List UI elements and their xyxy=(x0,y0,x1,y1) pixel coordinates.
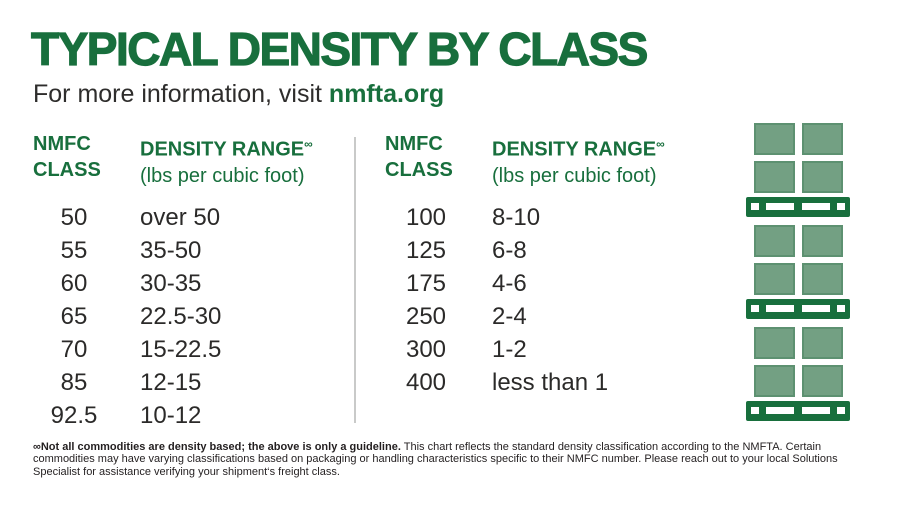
density-column-header: DENSITY RANGE∞ (lbs per cubic foot) xyxy=(492,137,665,187)
subtitle-text: For more information, visit xyxy=(33,80,322,108)
freight-box-icon xyxy=(801,123,843,155)
footnote: ∞Not all commodities are density based; … xyxy=(33,441,878,478)
table-row: 250 2-4 xyxy=(385,301,665,334)
pallet-stack xyxy=(746,123,850,217)
freight-box-icon xyxy=(753,263,795,295)
range-value: less than 1 xyxy=(492,369,609,397)
class-value: 125 xyxy=(405,237,447,265)
table-row: 175 4-6 xyxy=(385,268,665,301)
density-column-header: DENSITY RANGE∞ (lbs per cubic foot) xyxy=(140,137,313,187)
freight-box-icon xyxy=(753,123,795,155)
range-value: 1-2 xyxy=(492,336,527,364)
density-unit-label: (lbs per cubic foot) xyxy=(140,164,305,187)
range-value: 35-50 xyxy=(140,237,202,265)
pallet-stack xyxy=(746,327,850,421)
footnote-text: This chart reflects the standard density… xyxy=(33,441,838,478)
stacked-pallets-graphic xyxy=(746,123,850,429)
freight-box-icon xyxy=(801,225,843,257)
table-header: NMFC CLASS DENSITY RANGE∞ (lbs per cubic… xyxy=(385,131,665,189)
density-table-right: NMFC CLASS DENSITY RANGE∞ (lbs per cubic… xyxy=(385,131,665,400)
footnote-bold: ∞Not all commodities are density based; … xyxy=(33,441,401,453)
class-value: 92.5 xyxy=(50,402,98,430)
range-value: 12-15 xyxy=(140,369,202,397)
range-value: 22.5-30 xyxy=(140,303,222,331)
range-value: 4-6 xyxy=(492,270,527,298)
pallet-icon xyxy=(746,401,850,421)
freight-box-icon xyxy=(801,365,843,397)
freight-box-icon xyxy=(801,327,843,359)
pallet-stack xyxy=(746,225,850,319)
table-row: 50 over 50 xyxy=(33,202,313,235)
vertical-divider xyxy=(354,137,356,423)
nmfta-link[interactable]: nmfta.org xyxy=(328,80,445,108)
freight-box-icon xyxy=(753,225,795,257)
class-value: 50 xyxy=(60,204,88,232)
freight-box-icon xyxy=(801,263,843,295)
table-row: 55 35-50 xyxy=(33,235,313,268)
freight-box-icon xyxy=(753,365,795,397)
range-value: 10-12 xyxy=(140,402,202,430)
class-value: 300 xyxy=(405,336,447,364)
pallet-icon xyxy=(746,197,850,217)
table-row: 100 8-10 xyxy=(385,202,665,235)
page-title: TYPICAL DENSITY BY CLASS xyxy=(30,22,648,75)
table-row: 65 22.5-30 xyxy=(33,301,313,334)
class-value: 250 xyxy=(405,303,447,331)
table-row: 85 12-15 xyxy=(33,367,313,400)
range-value: 2-4 xyxy=(492,303,527,331)
density-table-left: NMFC CLASS DENSITY RANGE∞ (lbs per cubic… xyxy=(33,131,313,433)
table-row: 300 1-2 xyxy=(385,334,665,367)
table-row: 92.5 10-12 xyxy=(33,400,313,433)
infinity-footnote-marker: ∞ xyxy=(656,137,665,151)
table-row: 60 30-35 xyxy=(33,268,313,301)
range-value: 30-35 xyxy=(140,270,202,298)
table-row: 70 15-22.5 xyxy=(33,334,313,367)
density-unit-label: (lbs per cubic foot) xyxy=(492,164,657,187)
class-value: 60 xyxy=(60,270,88,298)
infinity-footnote-marker: ∞ xyxy=(304,137,313,151)
class-value: 100 xyxy=(405,204,447,232)
class-value: 85 xyxy=(60,369,88,397)
range-value: 6-8 xyxy=(492,237,527,265)
freight-box-icon xyxy=(753,327,795,359)
pallet-icon xyxy=(746,299,850,319)
table-row: 400 less than 1 xyxy=(385,367,665,400)
freight-box-icon xyxy=(801,161,843,193)
freight-box-icon xyxy=(753,161,795,193)
table-row: 125 6-8 xyxy=(385,235,665,268)
subtitle: For more information, visit nmfta.org xyxy=(33,80,444,109)
class-value: 175 xyxy=(405,270,447,298)
table-header: NMFC CLASS DENSITY RANGE∞ (lbs per cubic… xyxy=(33,131,313,189)
class-column-header: NMFC CLASS xyxy=(33,133,101,181)
class-value: 55 xyxy=(60,237,88,265)
class-value: 65 xyxy=(60,303,88,331)
class-value: 70 xyxy=(60,336,88,364)
range-value: over 50 xyxy=(140,204,221,232)
range-value: 15-22.5 xyxy=(140,336,222,364)
range-value: 8-10 xyxy=(492,204,541,232)
class-value: 400 xyxy=(405,369,447,397)
class-column-header: NMFC CLASS xyxy=(385,133,453,181)
